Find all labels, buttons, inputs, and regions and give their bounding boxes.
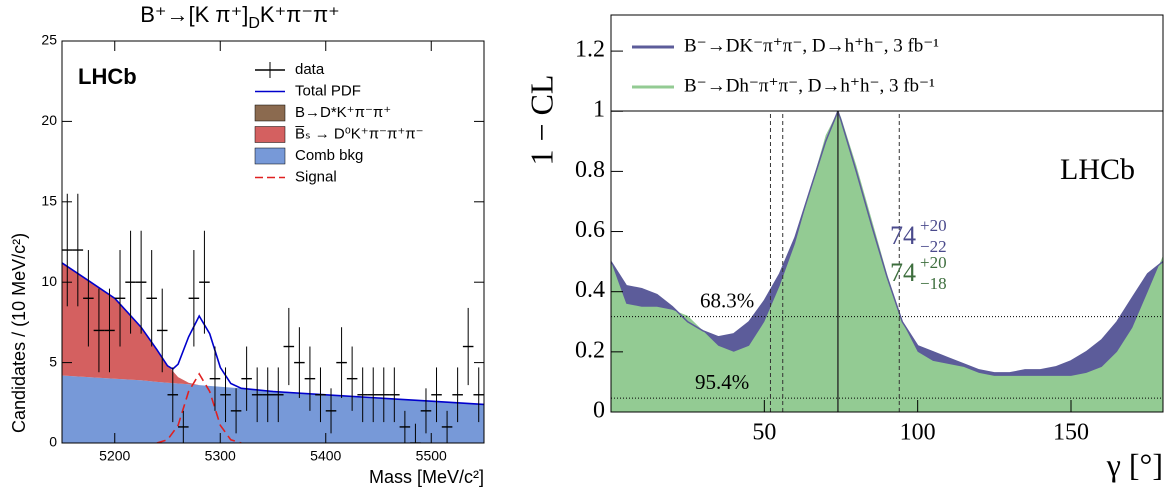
x-tick-label: 5400 [310, 448, 341, 464]
y-tick-label: 0.4 [575, 277, 605, 303]
stack-area [62, 375, 484, 443]
legend-label: data [295, 61, 325, 78]
y-tick-label: 1.2 [575, 37, 605, 63]
legend-label: B⁻→DK⁻π⁺π⁻, D→h⁺h⁻, 3 fb⁻¹ [684, 35, 939, 56]
title-tail: K⁺π⁻π⁺ [260, 2, 340, 27]
x-axis-label: Mass [MeV/c²] [369, 467, 484, 487]
legend-label: Comb bkg [295, 147, 363, 164]
y-tick-label: 25 [41, 32, 57, 48]
x-axis-label: γ [°] [1106, 446, 1163, 482]
x-tick-label: 100 [900, 420, 936, 446]
result-minus: −22 [920, 237, 947, 256]
legend-swatch [254, 147, 286, 165]
stack-area [62, 262, 484, 405]
title-sub: D [248, 15, 260, 32]
y-tick-label: 0.2 [575, 337, 605, 363]
x-tick-label: 150 [1053, 420, 1089, 446]
y-axis-label: Candidates / (10 MeV/c²) [9, 233, 29, 433]
legend-label: B̅ₛ → D⁰K⁺π⁻π⁺π⁻ [295, 125, 424, 142]
legend-label: Signal [295, 168, 337, 185]
y-tick-label: 15 [41, 193, 57, 209]
result-minus: −18 [920, 274, 947, 293]
y-tick-label: 0 [593, 398, 605, 424]
y-axis-label: 1 − CL [523, 75, 559, 166]
y-tick-label: 0.6 [575, 217, 605, 243]
y-tick-label: 0.8 [575, 157, 605, 183]
cl-area [611, 111, 1163, 412]
y-tick-label: 20 [41, 112, 57, 128]
cl-area [611, 111, 1163, 412]
cl-line [611, 109, 1163, 374]
result-plus: +20 [920, 253, 947, 272]
y-tick-label: 5 [49, 353, 57, 369]
legend-swatch [254, 126, 286, 143]
result-plus: +20 [920, 216, 947, 235]
y-tick-label: 1 [593, 97, 605, 123]
y-tick-label: 10 [41, 273, 57, 289]
x-tick-label: 5200 [99, 448, 130, 464]
legend-box [610, 14, 1164, 112]
legend-swatch [254, 104, 286, 122]
x-tick-label: 50 [752, 420, 776, 446]
title-main: B⁺→[K π⁺] [140, 2, 248, 27]
result-central: 74 [890, 221, 916, 250]
fit-curve [156, 372, 242, 443]
result-central: 74 [890, 258, 916, 287]
lhcb-label: LHCb [1060, 153, 1135, 186]
cl-level-label: 95.4% [695, 370, 749, 394]
plot-frame [61, 40, 485, 444]
y-tick-label: 0 [49, 434, 57, 450]
chart-title: B⁺→[K π⁺]DK⁺π⁻π⁺ [140, 2, 340, 32]
x-tick-label: 5300 [205, 448, 236, 464]
cl-level-label: 68.3% [700, 288, 754, 312]
legend-label: Total PDF [295, 82, 361, 99]
legend-label: B→D*K⁺π⁻π⁺ [295, 104, 391, 121]
lhcb-label: LHCb [78, 64, 137, 89]
plot-frame [610, 14, 1164, 413]
legend-label: B⁻→Dh⁻π⁺π⁻, D→h⁺h⁻, 3 fb⁻¹ [684, 75, 935, 96]
x-tick-label: 5500 [416, 448, 447, 464]
